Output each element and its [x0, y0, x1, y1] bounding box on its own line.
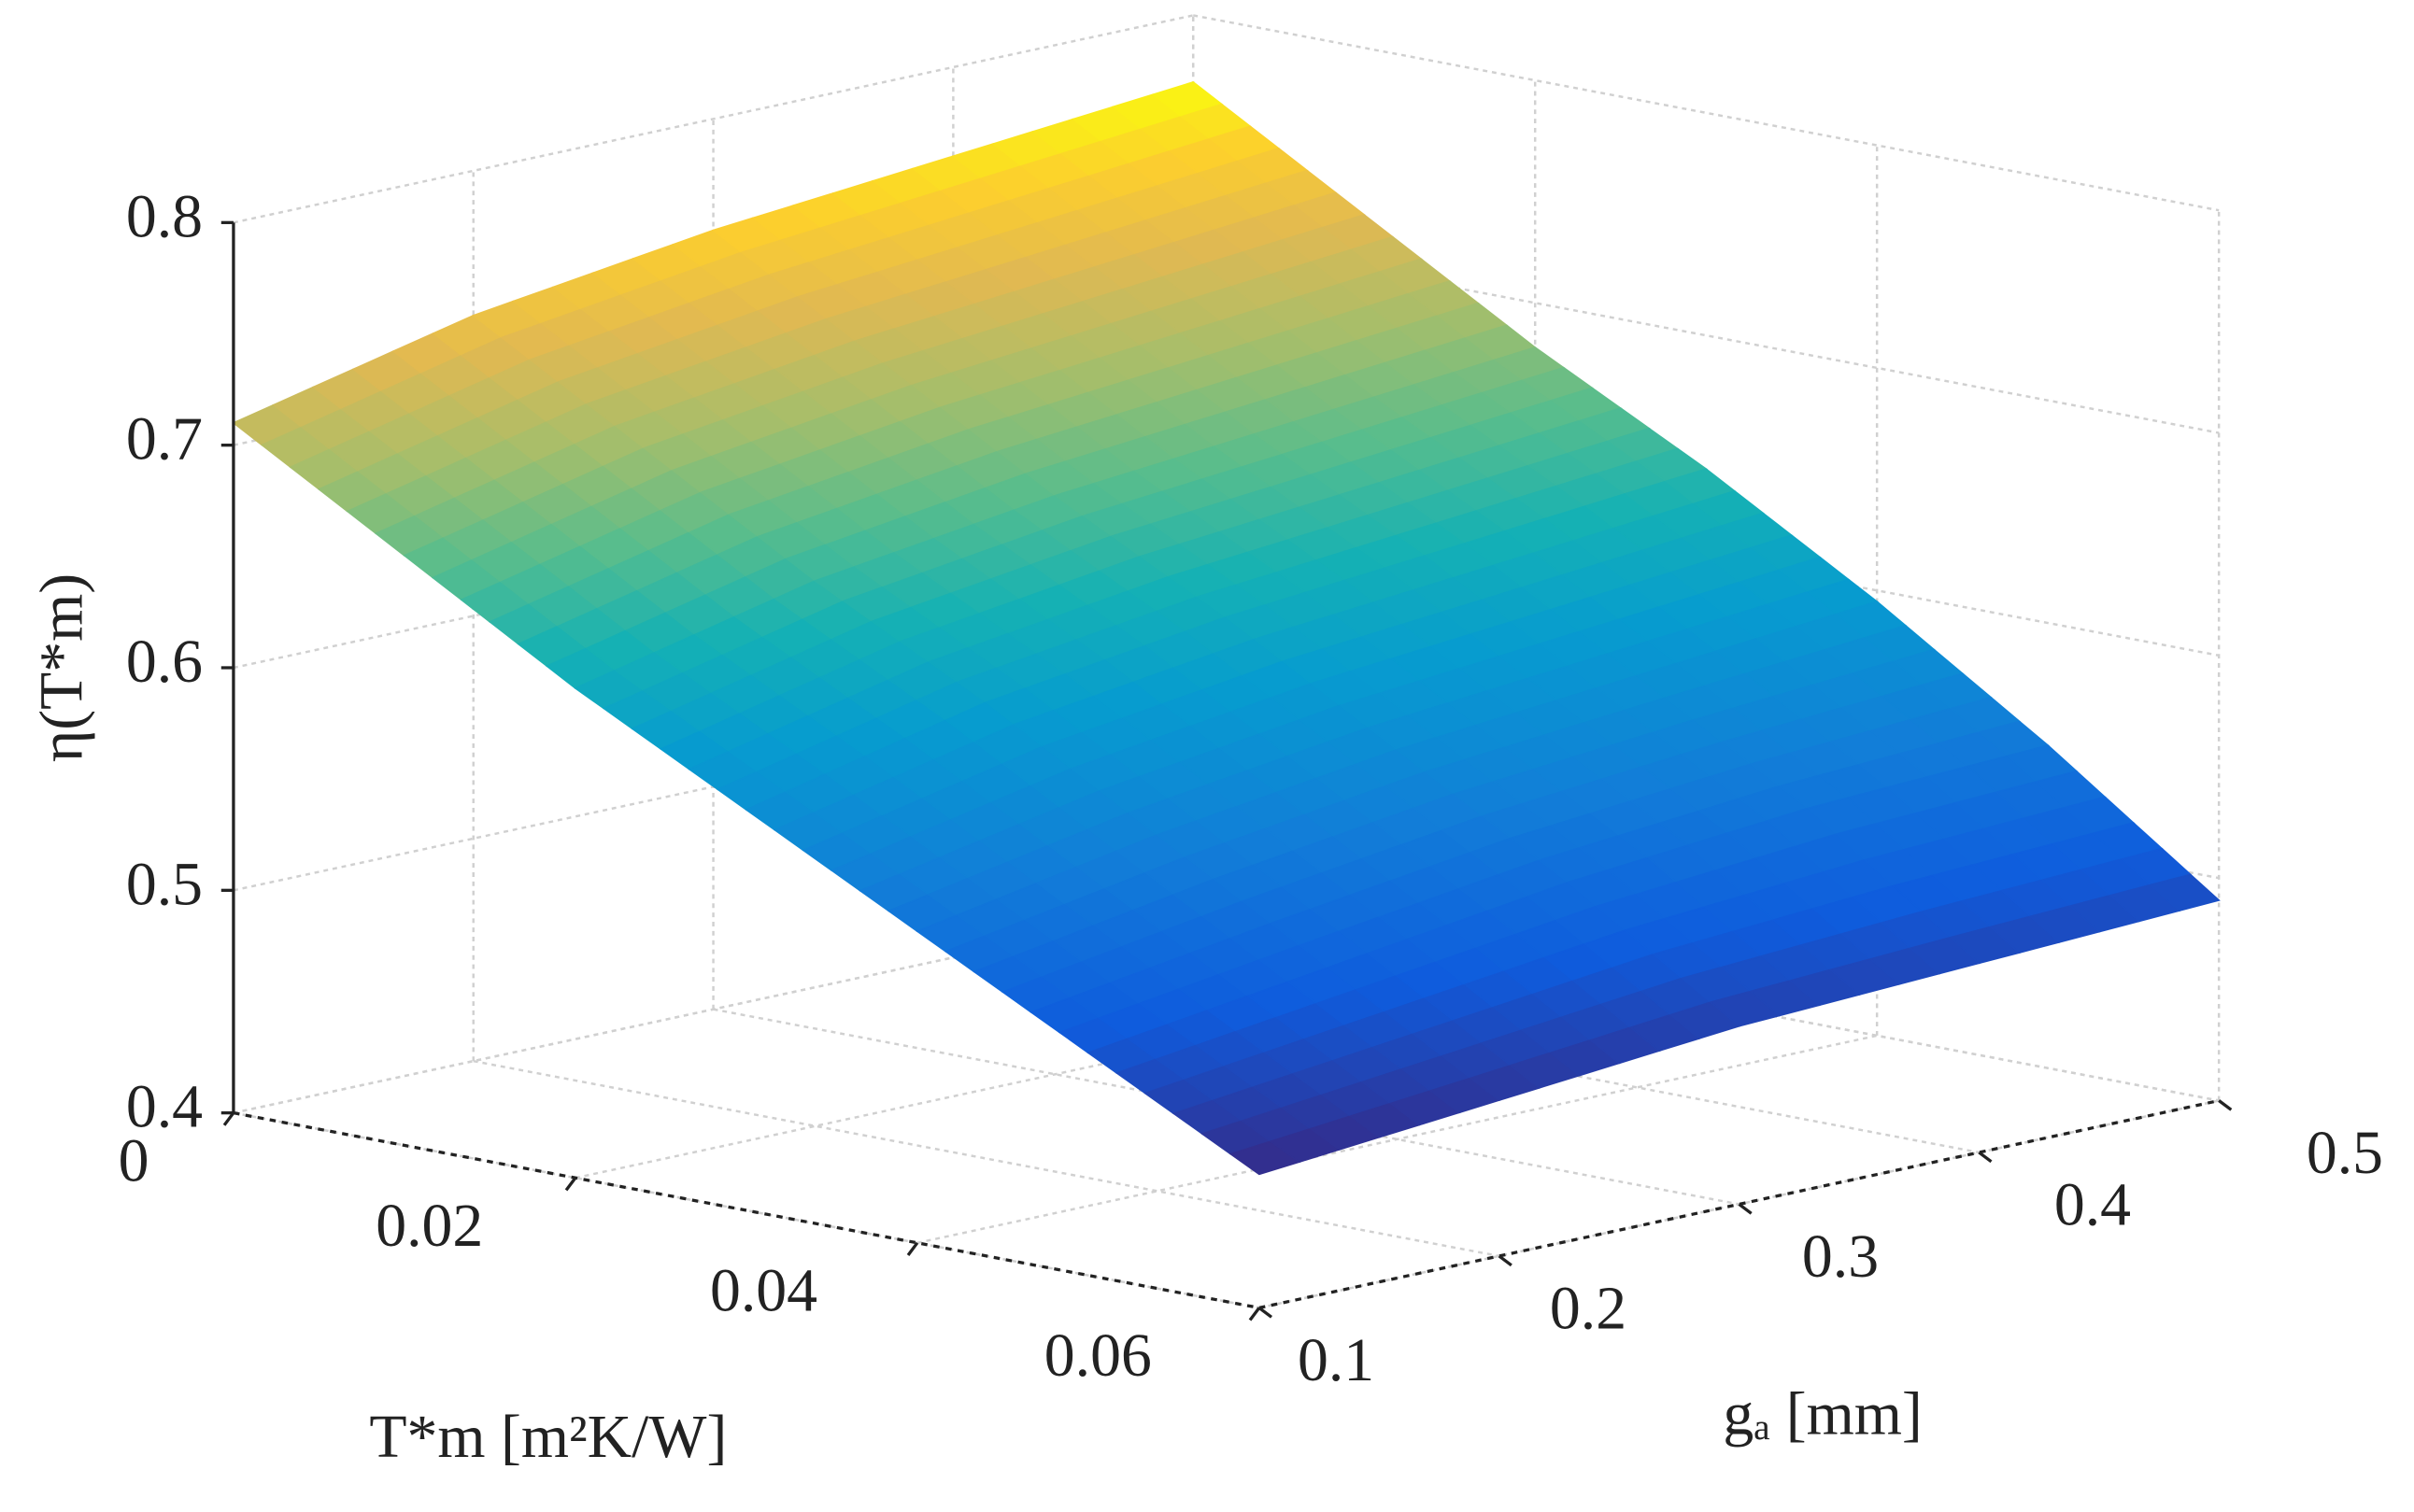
- tick-mark: [2218, 1099, 2233, 1111]
- x-tick-label: 0.06: [1044, 1321, 1152, 1390]
- x-tick-label: 0.02: [376, 1192, 483, 1260]
- grid-line: [713, 1008, 1740, 1206]
- tick-mark: [906, 1241, 919, 1256]
- z-tick-label: 0.4: [126, 1073, 203, 1141]
- x-axis-line: [233, 1111, 1260, 1310]
- z-tick-label: 0.7: [126, 405, 203, 473]
- tick-mark: [1978, 1151, 1993, 1164]
- y-axis-title: gₐ [mm]: [1723, 1379, 1922, 1448]
- grid-line: [575, 969, 1536, 1180]
- tick-mark: [1248, 1307, 1261, 1321]
- grid-line: [1192, 904, 2220, 1102]
- x-tick-label: 0: [119, 1126, 149, 1194]
- grid-line: [233, 1111, 1260, 1309]
- z-tick-label: 0.5: [126, 850, 203, 918]
- tick-mark: [1257, 1307, 1273, 1319]
- y-tick-label: 0.5: [2307, 1119, 2383, 1187]
- z-axis-title: η(T*m): [28, 573, 96, 762]
- y-tick-label: 0.4: [2054, 1171, 2131, 1239]
- z-tick-label: 0.6: [126, 628, 203, 696]
- grid-line: [1192, 14, 2220, 212]
- surface-patch: [2149, 873, 2221, 912]
- y-tick-label: 0.3: [1802, 1222, 1879, 1291]
- axes: 0.4 0.5 0.6 0.7 0.8 0 0.02 0.04 0.06 0.1 0.2 0.3 0.4…: [119, 182, 2383, 1394]
- grid-line: [233, 14, 1194, 224]
- grid-line: [473, 1059, 1499, 1258]
- tick-mark: [1498, 1254, 1512, 1267]
- tick-mark: [1738, 1203, 1753, 1215]
- y-tick-label: 0.1: [1298, 1326, 1374, 1394]
- x-axis-title: T*m [m²K/W]: [369, 1403, 727, 1471]
- grid-line: [1192, 236, 2220, 434]
- surface: [232, 81, 2221, 1176]
- grid-line: [953, 956, 1980, 1154]
- grid-line: [916, 1034, 1878, 1245]
- tick-mark: [564, 1177, 577, 1192]
- grid-line: [1192, 459, 2220, 657]
- y-tick-label: 0.2: [1550, 1274, 1626, 1342]
- x-tick-label: 0.04: [710, 1256, 817, 1324]
- tick-mark: [222, 1111, 235, 1126]
- y-axis-line: [1258, 1098, 2220, 1310]
- z-tick-label: 0.8: [126, 182, 203, 250]
